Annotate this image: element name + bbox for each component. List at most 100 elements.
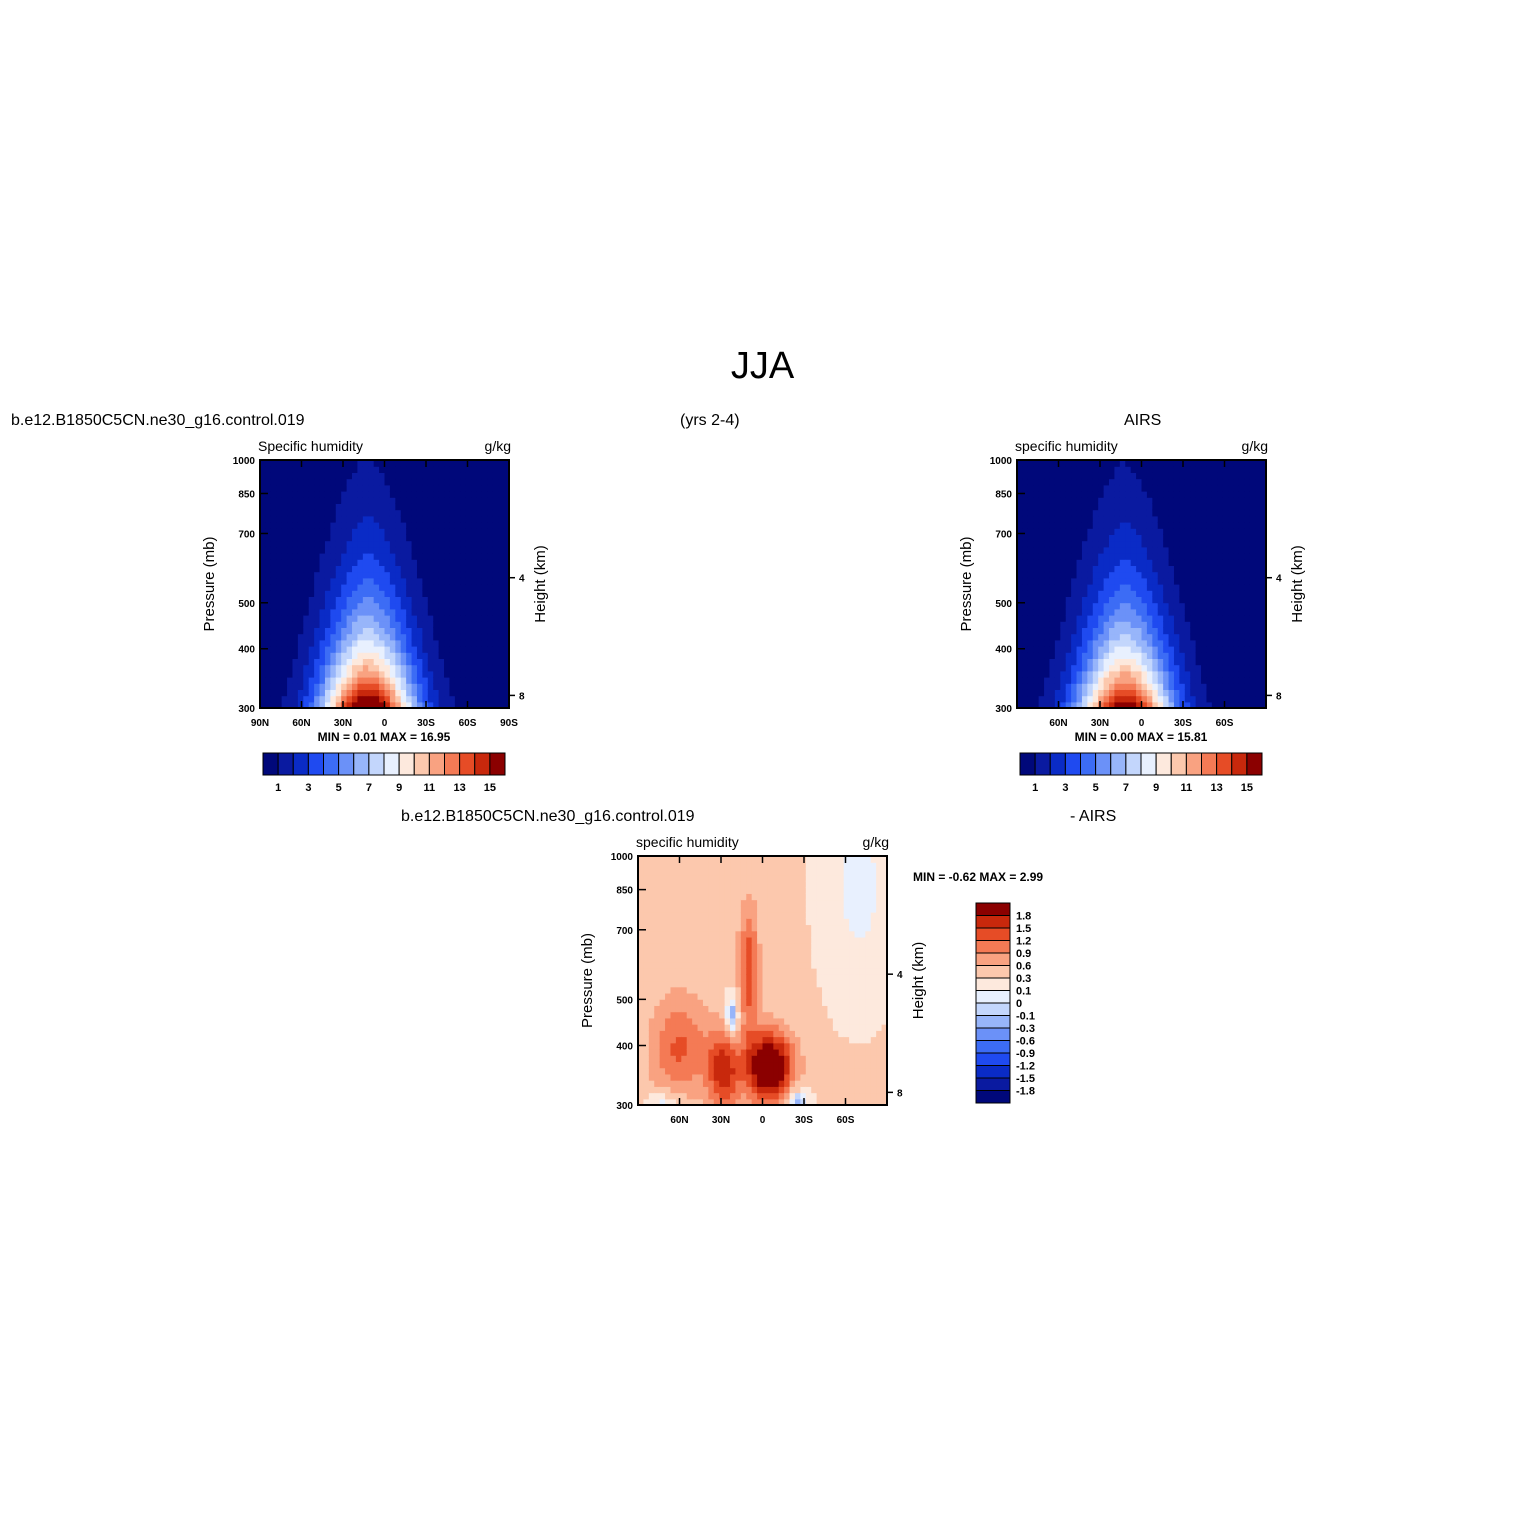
contour-cell (1130, 590, 1137, 597)
contour-cell (794, 949, 801, 957)
contour-cell (324, 689, 331, 697)
contour-cell (665, 1098, 672, 1105)
contour-cell (708, 1073, 715, 1081)
contour-cell (1206, 559, 1213, 566)
contour-cell (498, 571, 505, 579)
contour-cell (735, 912, 742, 919)
contour-cell (724, 1011, 731, 1019)
contour-cell (746, 1011, 753, 1019)
contour-cell (1206, 577, 1213, 585)
contour-cell (341, 559, 348, 566)
contour-cell (1179, 664, 1186, 672)
contour-cell (411, 534, 418, 542)
contour-cell (1152, 695, 1159, 703)
contour-cell (324, 559, 331, 566)
contour-cell (433, 503, 440, 511)
contour-cell (1141, 701, 1148, 708)
contour-cell (471, 571, 478, 579)
contour-cell (416, 701, 423, 708)
contour-cell (1065, 602, 1072, 610)
contour-cell (1233, 590, 1240, 597)
contour-cell (735, 986, 742, 994)
contour-cell (681, 961, 688, 969)
contour-cell (314, 646, 321, 653)
contour-cell (1119, 466, 1126, 473)
contour-cell (487, 701, 494, 708)
contour-cell (1125, 627, 1132, 635)
contour-cell (735, 968, 742, 975)
contour-cell (1071, 509, 1078, 517)
contour-cell (427, 460, 434, 467)
contour-cell (697, 1055, 704, 1063)
contour-cell (465, 491, 472, 498)
contour-cell (784, 1073, 791, 1081)
contour-cell (1065, 515, 1072, 523)
contour-cell (692, 924, 699, 932)
contour-cell (498, 546, 505, 554)
contour-cell (384, 460, 391, 467)
contour-cell (427, 534, 434, 542)
contour-cell (1244, 615, 1251, 622)
contour-cell (427, 546, 434, 554)
contour-cell (1157, 466, 1164, 473)
contour-cell (324, 491, 331, 498)
contour-cell (379, 522, 386, 529)
contour-cell (368, 584, 375, 591)
contour-cell (454, 497, 461, 504)
contour-cell (465, 602, 472, 610)
contour-cell (433, 664, 440, 672)
contour-cell (643, 1086, 650, 1094)
contour-cell (449, 509, 456, 517)
contour-cell (794, 992, 801, 1000)
contour-cell (503, 565, 509, 573)
contour-cell (1136, 546, 1143, 554)
contour-cell (1260, 503, 1266, 511)
contour-cell (1211, 522, 1218, 529)
contour-cell (1184, 658, 1191, 666)
contour-cell (1092, 689, 1099, 697)
contour-cell (1054, 478, 1061, 486)
contour-cell (324, 503, 331, 511)
contour-cell (1249, 484, 1256, 492)
contour-cell (1157, 670, 1164, 678)
contour-cell (1119, 528, 1126, 535)
contour-cell (638, 936, 645, 944)
contour-cell (1238, 677, 1245, 684)
contour-cell (1038, 590, 1045, 597)
contour-cell (697, 862, 704, 870)
contour-cell (1190, 689, 1197, 697)
contour-cell (476, 590, 483, 597)
contour-cell (492, 553, 499, 560)
contour-cell (297, 565, 304, 573)
contour-cell (1195, 466, 1202, 473)
contour-cell (362, 652, 369, 659)
contour-cell (476, 497, 483, 504)
contour-cell (265, 701, 272, 708)
contour-cell (1249, 515, 1256, 523)
contour-cell (762, 1005, 769, 1013)
contour-cell (670, 918, 677, 926)
contour-cell (675, 949, 682, 957)
contour-cell (352, 466, 359, 473)
contour-cell (757, 980, 764, 988)
contour-cell (352, 509, 359, 517)
contour-cell (411, 627, 418, 635)
contour-cell (1038, 670, 1045, 678)
contour-cell (492, 633, 499, 641)
contour-cell (1195, 633, 1202, 641)
contour-cell (697, 887, 704, 894)
contour-cell (1022, 584, 1029, 591)
contour-cell (1103, 546, 1110, 554)
contour-cell (324, 528, 331, 535)
contour-cell (1222, 677, 1229, 684)
contour-cell (427, 472, 434, 480)
contour-cell (784, 1067, 791, 1075)
contour-cell (1244, 652, 1251, 659)
contour-cell (460, 670, 467, 678)
contour-cell (1233, 528, 1240, 535)
contour-cell (270, 602, 277, 610)
contour-cell (1054, 559, 1061, 566)
contour-cell (751, 905, 758, 913)
contour-cell (1173, 478, 1180, 486)
contour-cell (1195, 602, 1202, 610)
